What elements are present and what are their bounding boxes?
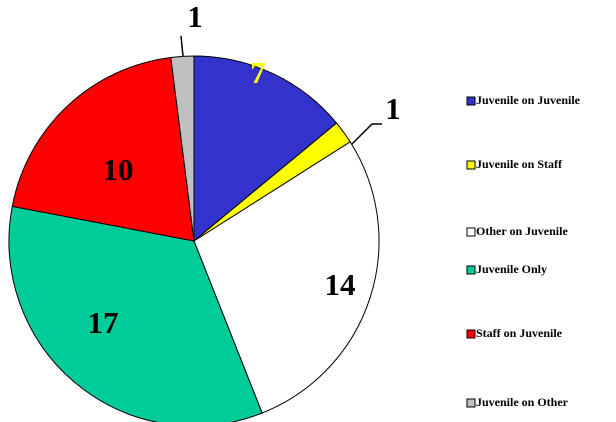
legend-swatch: [466, 227, 476, 237]
legend-label: Juvenile on Juvenile: [476, 93, 581, 107]
legend-label: Juvenile on Other: [476, 395, 569, 409]
legend-swatch: [466, 265, 476, 275]
data-label: 10: [103, 152, 134, 187]
data-label: 1: [187, 0, 203, 34]
pie-slice: [193, 55, 338, 243]
legend-swatch: [466, 96, 476, 106]
legend-label: Staff on Juvenile: [476, 326, 563, 340]
legend-swatch: [466, 398, 476, 408]
leader-line: [180, 35, 184, 57]
pie-slice: [8, 205, 263, 422]
data-label: 1: [385, 91, 401, 126]
data-label: 17: [88, 305, 119, 340]
legend-label: Juvenile on Staff: [476, 157, 563, 171]
legend-swatch: [466, 329, 476, 339]
data-label: 14: [325, 267, 356, 302]
pie-slice: [11, 56, 195, 242]
leader-line: [349, 123, 382, 147]
pie-slice: [170, 55, 195, 242]
legend-label: Juvenile Only: [476, 262, 547, 276]
pie-slice: [193, 141, 380, 414]
legend-label: Other on Juvenile: [476, 224, 568, 238]
data-label: 7: [250, 55, 266, 90]
legend-swatch: [466, 160, 476, 170]
